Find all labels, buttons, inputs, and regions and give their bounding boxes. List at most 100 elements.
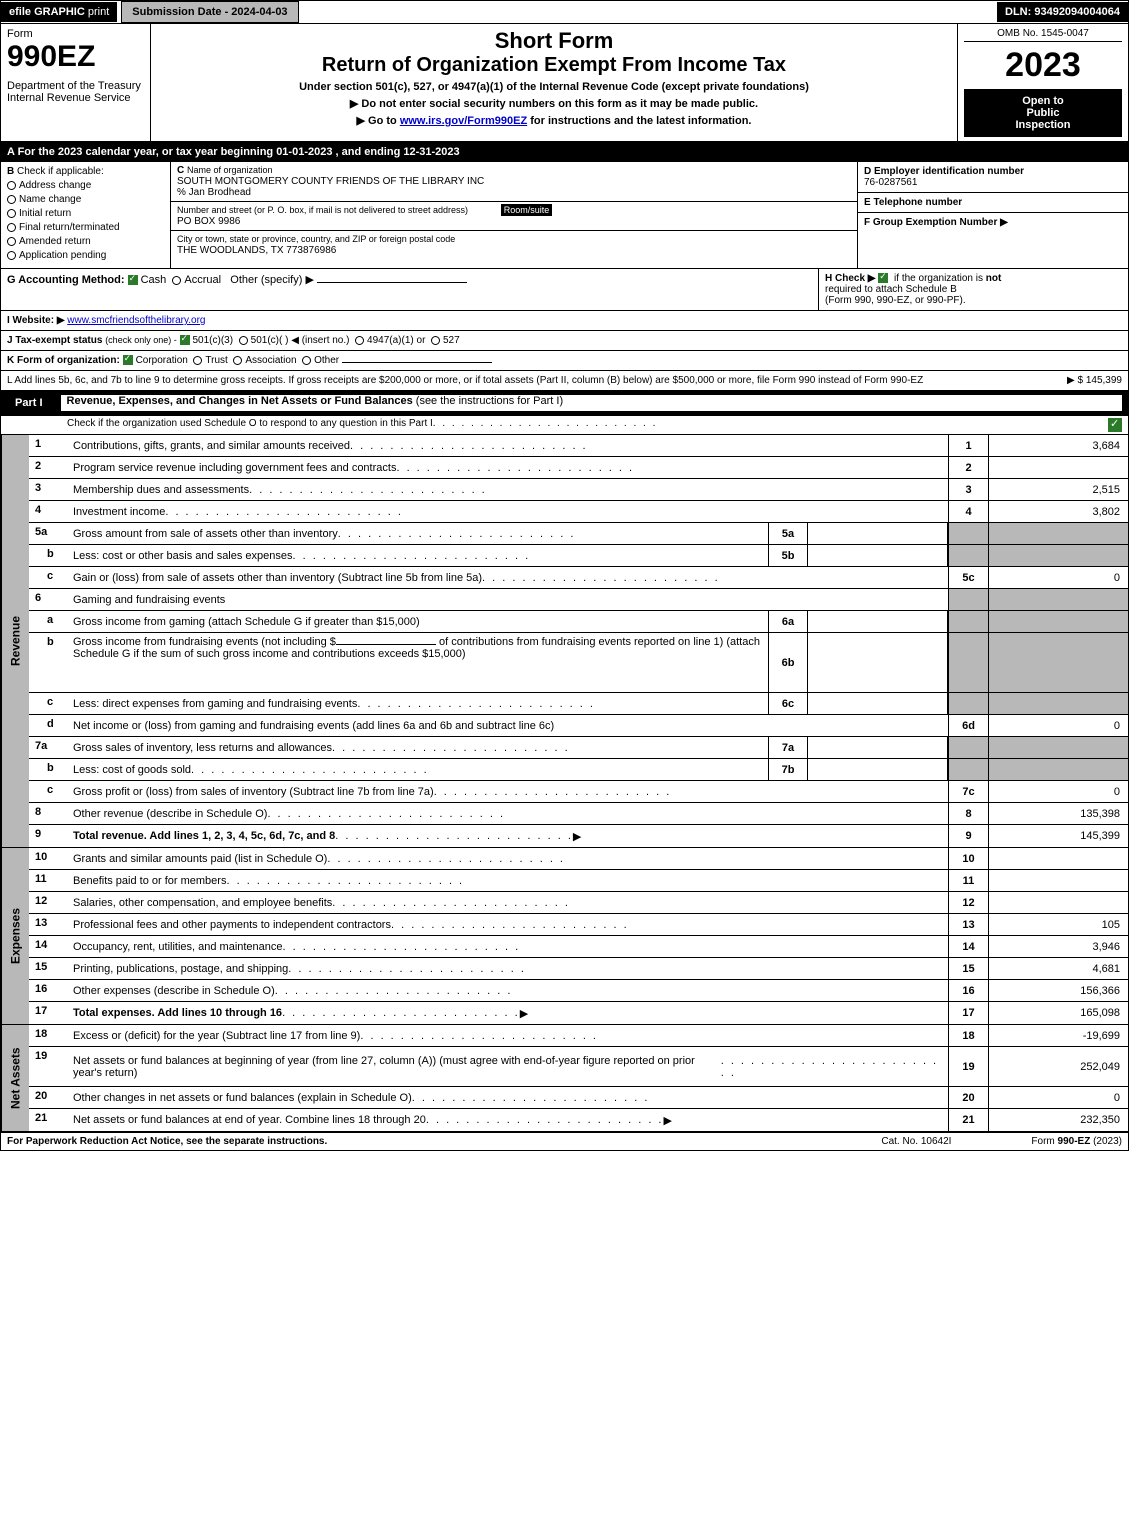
sub-val (808, 737, 948, 758)
line-desc1: Gross income from fundraising events (no… (73, 636, 336, 648)
dots (335, 830, 573, 842)
check-final-return[interactable]: Final return/terminated (7, 222, 164, 233)
line-rv-shaded (988, 545, 1128, 566)
i-label: I Website: ▶ (7, 315, 65, 326)
side-netassets: Net Assets (1, 1025, 29, 1131)
circle-icon[interactable] (239, 336, 248, 345)
line-num: 10 (29, 848, 69, 869)
line-num: c (29, 781, 69, 802)
g-accrual: Accrual (184, 274, 221, 286)
line-rn: 19 (948, 1047, 988, 1086)
goto-pre: ▶ Go to (357, 115, 400, 127)
line-rv: 0 (988, 567, 1128, 588)
arrow-icon: ▶ (520, 1007, 528, 1020)
sub-val (808, 523, 948, 544)
line-rn: 12 (948, 892, 988, 913)
circle-icon[interactable] (233, 356, 242, 365)
check-label: Amended return (19, 236, 91, 247)
page-footer: For Paperwork Reduction Act Notice, see … (0, 1133, 1129, 1151)
line-21: 21Net assets or fund balances at end of … (29, 1109, 1128, 1131)
dots (433, 418, 658, 432)
c-label: C (177, 165, 184, 176)
circle-icon[interactable] (193, 356, 202, 365)
line-rv: 4,681 (988, 958, 1128, 979)
line-8: 8Other revenue (describe in Schedule O)8… (29, 803, 1128, 825)
g-other: Other (specify) ▶ (230, 274, 314, 286)
line-num: 3 (29, 479, 69, 500)
efile-graphic-print[interactable]: efile GRAPHIC print (1, 2, 117, 22)
checkbox-checked-icon[interactable] (123, 355, 133, 365)
line-13: 13Professional fees and other payments t… (29, 914, 1128, 936)
line-num: 18 (29, 1025, 69, 1046)
part-i-schedule-note: Check if the organization used Schedule … (0, 416, 1129, 435)
circle-icon[interactable] (355, 336, 364, 345)
check-application-pending[interactable]: Application pending (7, 250, 164, 261)
checkbox-checked-icon[interactable] (180, 335, 190, 345)
ein-value: 76-0287561 (864, 177, 917, 188)
circle-icon (7, 237, 16, 246)
dots (338, 528, 576, 540)
line-desc: Less: cost of goods sold (73, 764, 191, 776)
h-not: not (986, 273, 1002, 284)
check-initial-return[interactable]: Initial return (7, 208, 164, 219)
sub-val (808, 633, 948, 692)
circle-icon[interactable] (302, 356, 311, 365)
k-trust: Trust (205, 355, 227, 366)
sub-num: 5a (768, 523, 808, 544)
dots (434, 786, 672, 798)
line-desc: Contributions, gifts, grants, and simila… (73, 440, 350, 452)
line-rv (988, 848, 1128, 869)
check-name-change[interactable]: Name change (7, 194, 164, 205)
form-number: 990EZ (7, 40, 144, 74)
k-corp: Corporation (136, 355, 188, 366)
check-address-change[interactable]: Address change (7, 180, 164, 191)
form-word: Form (7, 28, 144, 40)
line-19: 19Net assets or fund balances at beginni… (29, 1047, 1128, 1087)
h-text4: (Form 990, 990-EZ, or 990-PF). (825, 295, 966, 306)
circle-icon (7, 181, 16, 190)
checkbox-checked-icon[interactable] (128, 275, 138, 285)
check-label: Name change (19, 194, 81, 205)
line-rv: 252,049 (988, 1047, 1128, 1086)
line-rn-shaded (948, 693, 988, 714)
line-num: 4 (29, 501, 69, 522)
schedule-o-checkbox-icon[interactable] (1108, 418, 1122, 432)
section-bcdef: B Check if applicable: Address change Na… (0, 162, 1129, 269)
line-6a: aGross income from gaming (attach Schedu… (29, 611, 1128, 633)
form-header: Form 990EZ Department of the Treasury In… (0, 24, 1129, 142)
dots (327, 853, 565, 865)
dots (267, 808, 505, 820)
website-link[interactable]: www.smcfriendsofthelibrary.org (67, 315, 205, 326)
line-rn: 4 (948, 501, 988, 522)
goto-post: for instructions and the latest informat… (530, 115, 751, 127)
open-line1: Open to (970, 95, 1116, 107)
topbar: efile GRAPHIC print Submission Date - 20… (0, 0, 1129, 24)
check-amended-return[interactable]: Amended return (7, 236, 164, 247)
section-d: D Employer identification number 76-0287… (858, 162, 1128, 193)
checkbox-checked-icon[interactable] (878, 273, 888, 283)
line-desc: Net assets or fund balances at beginning… (73, 1055, 721, 1079)
section-b: B Check if applicable: Address change Na… (1, 162, 171, 268)
room-suite-label: Room/suite (501, 204, 553, 216)
line-num: b (29, 633, 69, 692)
subtitle: Under section 501(c), 527, or 4947(a)(1)… (157, 81, 951, 93)
line-7b: bLess: cost of goods sold7b (29, 759, 1128, 781)
circle-icon[interactable] (172, 276, 181, 285)
line-rv (988, 870, 1128, 891)
irs-link[interactable]: www.irs.gov/Form990EZ (400, 115, 527, 127)
circle-icon[interactable] (431, 336, 440, 345)
arrow-icon: ▶ (663, 1114, 671, 1127)
line-rv-shaded (988, 693, 1128, 714)
line-12: 12Salaries, other compensation, and empl… (29, 892, 1128, 914)
part-i-title-wrap: Revenue, Expenses, and Changes in Net As… (61, 395, 1122, 411)
line-num: 19 (29, 1047, 69, 1086)
line-num: 12 (29, 892, 69, 913)
line-num: c (29, 693, 69, 714)
dots (275, 985, 513, 997)
line-rn: 20 (948, 1087, 988, 1108)
line-rv-shaded (988, 737, 1128, 758)
j-527: 527 (443, 335, 460, 346)
line-desc: Printing, publications, postage, and shi… (73, 963, 288, 975)
line-10: 10Grants and similar amounts paid (list … (29, 848, 1128, 870)
line-1: 1Contributions, gifts, grants, and simil… (29, 435, 1128, 457)
